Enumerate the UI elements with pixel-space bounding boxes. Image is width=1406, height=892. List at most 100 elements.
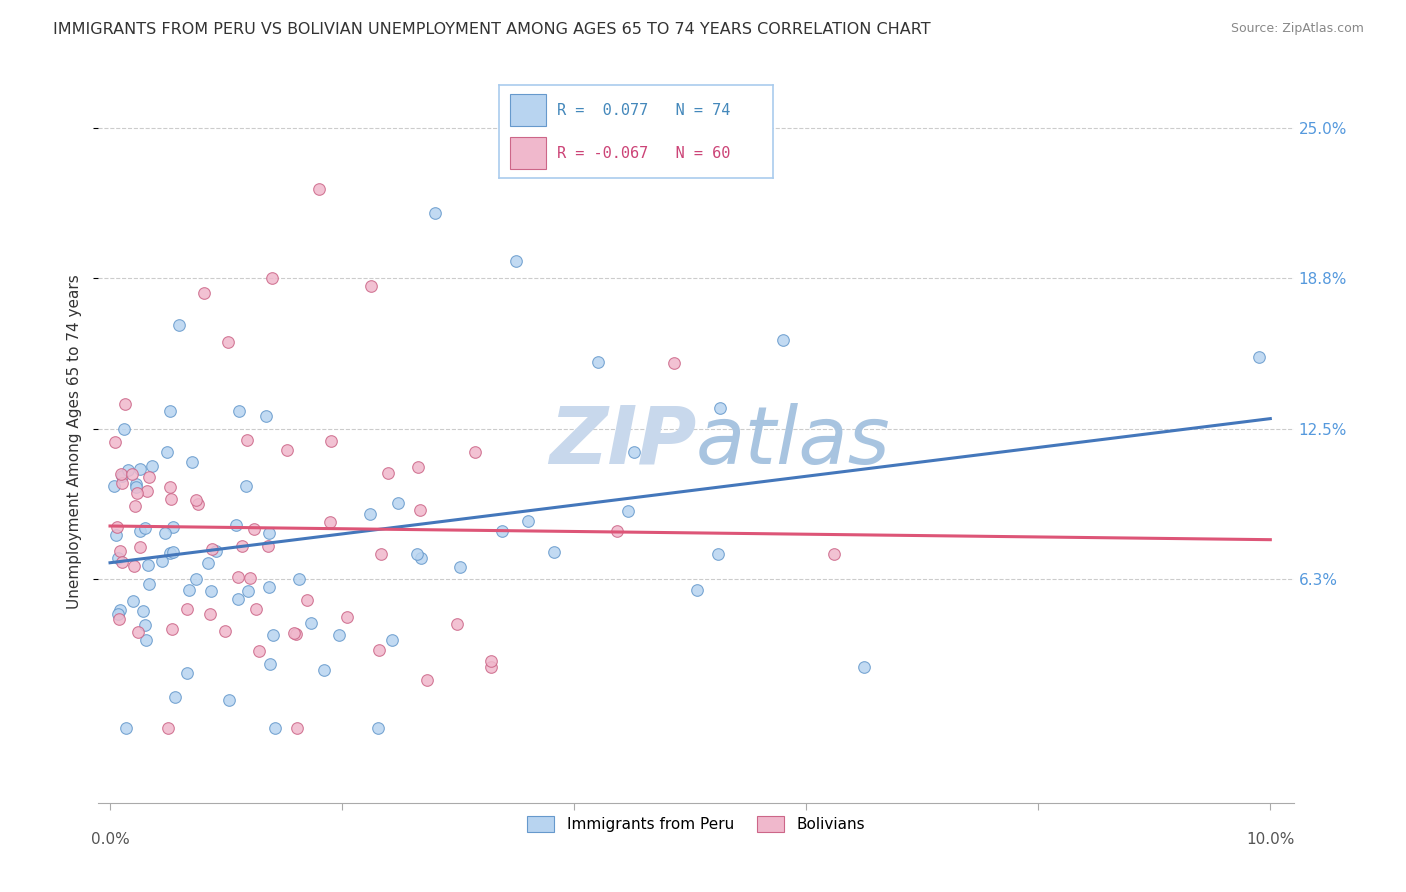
Point (586, 355, 609, 369)
Point (479, 654, 502, 668)
Point (235, 479, 257, 493)
Point (772, 334, 794, 348)
Point (284, 627, 307, 641)
Text: 10.0%: 10.0% (1246, 831, 1295, 847)
Point (138, 576, 160, 591)
Point (543, 545, 565, 559)
Point (131, 604, 153, 618)
Point (163, 690, 186, 705)
Point (225, 517, 247, 532)
Point (218, 692, 240, 706)
Point (198, 607, 221, 621)
Point (516, 514, 538, 528)
Text: ZIP: ZIP (548, 402, 696, 481)
Point (257, 580, 280, 594)
Point (129, 540, 152, 554)
Point (200, 584, 222, 599)
Text: IMMIGRANTS FROM PERU VS BOLIVIAN UNEMPLOYMENT AMONG AGES 65 TO 74 YEARS CORRELAT: IMMIGRANTS FROM PERU VS BOLIVIAN UNEMPLO… (53, 22, 931, 37)
Point (180, 455, 202, 469)
Legend: Immigrants from Peru, Bolivians: Immigrants from Peru, Bolivians (520, 810, 872, 838)
Point (239, 571, 262, 585)
Point (135, 632, 157, 647)
Point (314, 663, 336, 677)
Point (387, 495, 409, 509)
Point (160, 623, 183, 637)
Point (111, 468, 134, 483)
Point (360, 278, 382, 293)
Point (134, 617, 156, 632)
Point (381, 632, 404, 647)
Point (308, 182, 330, 196)
Point (108, 612, 131, 626)
Point (214, 624, 236, 638)
Point (236, 584, 259, 599)
Point (110, 467, 132, 481)
Point (125, 477, 148, 491)
Point (1247, 350, 1270, 364)
Point (245, 601, 267, 615)
Point (205, 544, 228, 558)
Point (299, 616, 322, 631)
Point (288, 572, 311, 586)
Point (262, 270, 284, 285)
Point (409, 550, 432, 565)
Point (370, 547, 392, 561)
Point (197, 557, 219, 571)
Point (231, 540, 253, 554)
Point (368, 643, 391, 657)
Bar (510, 137, 546, 169)
Point (121, 467, 143, 481)
Point (153, 525, 176, 540)
Point (105, 528, 128, 542)
Point (134, 521, 156, 535)
Point (236, 433, 259, 447)
Point (464, 445, 486, 459)
Point (359, 508, 381, 522)
Bar (510, 95, 546, 126)
Point (103, 479, 125, 493)
Point (254, 409, 277, 423)
Point (226, 570, 249, 584)
Point (108, 544, 131, 558)
Point (104, 434, 127, 449)
Point (823, 547, 845, 561)
Point (128, 462, 150, 476)
Point (128, 524, 150, 538)
Point (117, 463, 139, 477)
Point (263, 721, 285, 735)
Point (295, 592, 318, 607)
Point (179, 582, 201, 597)
Point (138, 470, 160, 484)
Y-axis label: Unemployment Among Ages 65 to 74 years: Unemployment Among Ages 65 to 74 years (67, 274, 83, 609)
Point (159, 480, 181, 494)
Point (105, 520, 128, 534)
Text: R = -0.067   N = 60: R = -0.067 N = 60 (557, 145, 730, 161)
Point (606, 524, 628, 538)
Point (124, 500, 146, 514)
Point (491, 524, 513, 538)
Point (336, 610, 359, 624)
Point (449, 560, 471, 574)
Point (406, 548, 429, 562)
Point (107, 551, 129, 566)
Point (156, 721, 179, 735)
Point (111, 476, 134, 491)
Point (159, 404, 181, 418)
Point (141, 458, 163, 473)
Point (193, 285, 215, 300)
Point (287, 721, 309, 735)
Point (709, 401, 731, 415)
Point (226, 592, 249, 607)
Point (124, 559, 146, 574)
Point (110, 603, 132, 617)
Point (409, 503, 432, 517)
Point (257, 539, 280, 553)
Point (136, 558, 159, 573)
Point (156, 445, 179, 459)
Point (853, 659, 876, 673)
Point (262, 628, 284, 642)
Point (423, 205, 446, 219)
Point (446, 617, 468, 632)
Point (176, 666, 198, 681)
Point (128, 624, 150, 639)
